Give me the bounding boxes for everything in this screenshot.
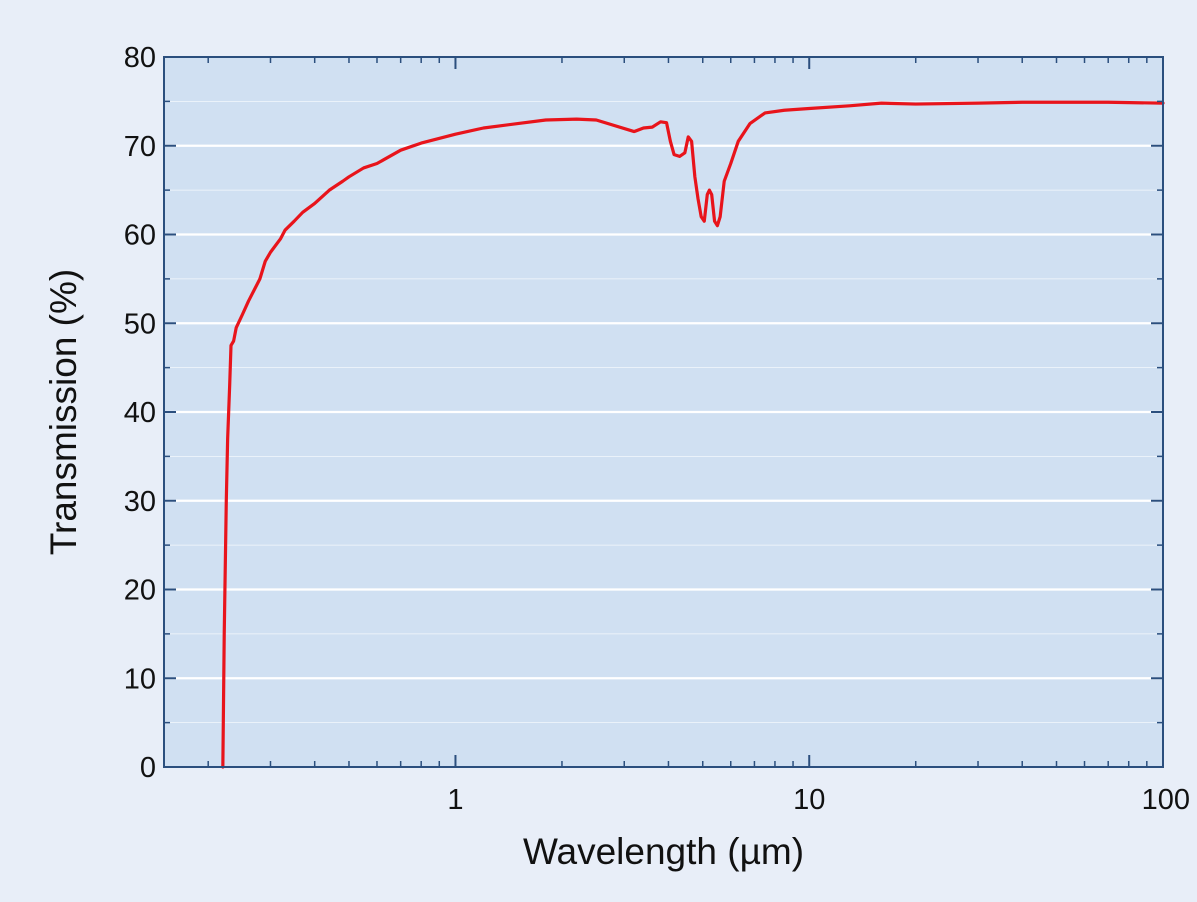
y-tick-label: 70 xyxy=(124,131,156,163)
y-tick-label: 10 xyxy=(124,663,156,695)
y-tick-label: 80 xyxy=(124,42,156,74)
x-tick-label: 10 xyxy=(793,784,825,816)
gridlines xyxy=(164,100,1163,724)
transmission-line xyxy=(221,100,1165,769)
x-tick-label: 1 xyxy=(447,784,463,816)
y-axis-title: Transmission (%) xyxy=(43,269,84,555)
y-tick-label: 50 xyxy=(124,308,156,340)
y-tick-label: 30 xyxy=(124,486,156,518)
y-tick-label: 0 xyxy=(140,752,156,784)
x-tick-label: 100 xyxy=(1142,784,1190,816)
y-tick-label: 60 xyxy=(124,220,156,252)
y-tick-label: 20 xyxy=(124,575,156,607)
tick-labels: 0 10 20 30 40 50 60 70 80 1 10 100 xyxy=(124,42,1190,816)
ticks xyxy=(164,56,1164,768)
y-tick-label: 40 xyxy=(124,397,156,429)
x-axis-title: Wavelength (µm) xyxy=(523,831,804,872)
